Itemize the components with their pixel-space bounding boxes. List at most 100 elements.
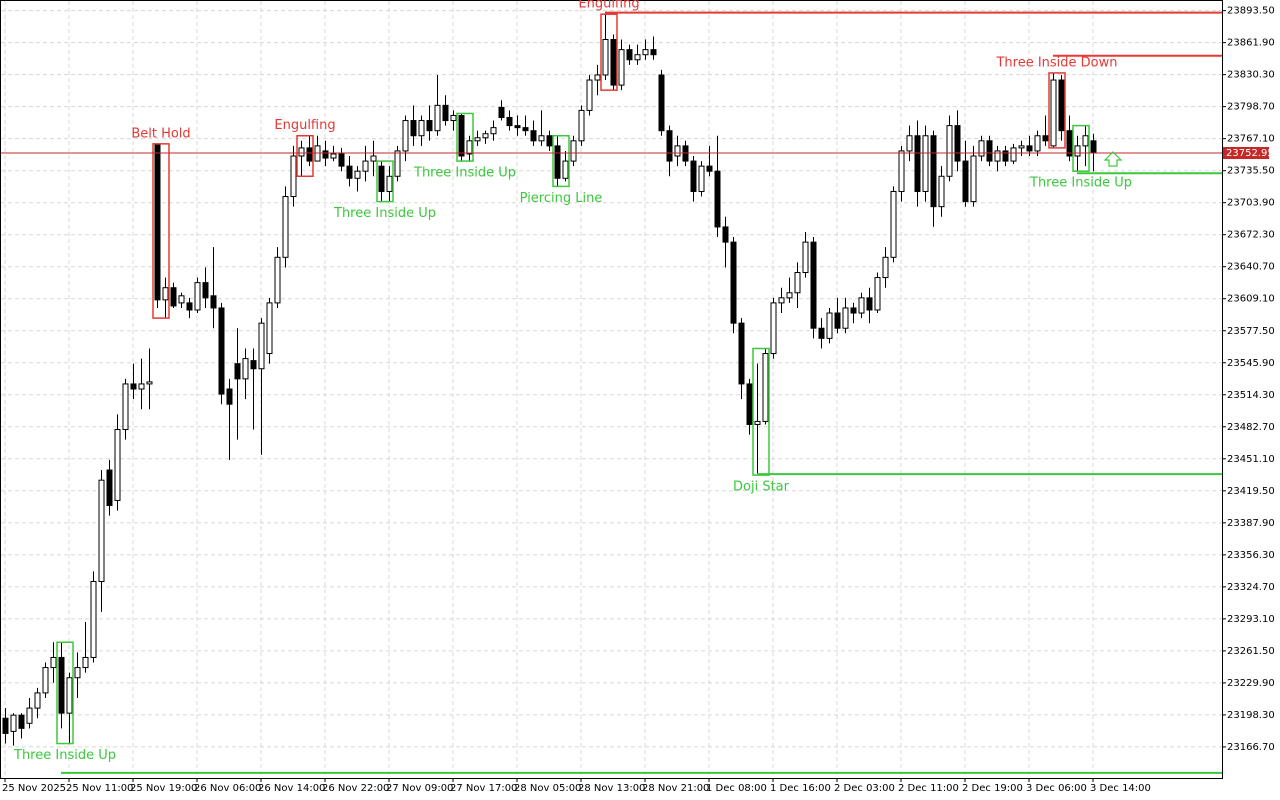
candle-body — [330, 153, 337, 159]
candle-body — [1090, 140, 1097, 154]
candle-body — [178, 295, 185, 304]
pattern-label: Three Inside Up — [1029, 176, 1132, 191]
candle-body — [650, 49, 657, 56]
candle-body — [1074, 145, 1081, 157]
candle-body — [458, 114, 465, 157]
pattern-label: Three Inside Down — [995, 55, 1117, 70]
candle-body — [618, 49, 625, 86]
x-tick-label: 28 Nov 05:00 — [514, 783, 581, 794]
x-tick-label: 2 Dec 19:00 — [962, 783, 1023, 794]
candle-body — [74, 667, 81, 679]
candle-body — [658, 74, 665, 132]
candle-body — [218, 307, 225, 395]
candle-body — [226, 388, 233, 405]
candle-body — [594, 74, 601, 81]
candle-body — [722, 226, 729, 243]
candle-body — [546, 135, 553, 147]
candle-body — [346, 165, 353, 179]
candle-body — [842, 307, 849, 329]
pattern-label: Piercing Line — [520, 191, 603, 206]
candle-body — [538, 135, 545, 142]
candle-body — [146, 381, 153, 385]
x-tick-label: 28 Nov 21:00 — [642, 783, 709, 794]
pattern-box — [152, 143, 170, 319]
candle-body — [802, 241, 809, 274]
x-tick-label: 28 Nov 13:00 — [578, 783, 645, 794]
candle-body — [2, 717, 9, 734]
candle-body — [706, 165, 713, 172]
x-tick-label: 27 Nov 09:00 — [386, 783, 453, 794]
candle-body — [730, 241, 737, 324]
candle-body — [298, 147, 305, 157]
candle-body — [66, 677, 73, 714]
candle-body — [986, 140, 993, 162]
candle-body — [482, 133, 489, 139]
y-tick-label: 23672.30 — [1227, 230, 1275, 241]
candle-body — [274, 256, 281, 304]
pattern-box — [376, 160, 394, 203]
y-tick-label: 23640.70 — [1227, 262, 1275, 273]
candle-body — [850, 307, 857, 314]
candle-body — [1018, 145, 1025, 149]
candle-body — [946, 125, 953, 177]
pattern-label: Three Inside Up — [333, 206, 436, 221]
y-tick-label: 23324.70 — [1227, 582, 1275, 593]
candle-body — [610, 39, 617, 86]
y-tick-label: 23356.30 — [1227, 550, 1275, 561]
candle-body — [1050, 79, 1057, 147]
y-tick-label: 23451.10 — [1227, 454, 1275, 465]
candle-body — [282, 196, 289, 258]
candle-body — [418, 120, 425, 137]
candle-body — [754, 420, 761, 425]
x-tick-label: 3 Dec 14:00 — [1090, 783, 1151, 794]
candle-body — [1082, 135, 1089, 147]
x-tick-label: 26 Nov 22:00 — [322, 783, 389, 794]
candle-body — [642, 49, 649, 56]
y-tick-label: 23229.90 — [1227, 678, 1275, 689]
candle-body — [362, 160, 369, 172]
x-tick-label: 25 Nov 19:00 — [130, 783, 197, 794]
y-tick-label: 23198.30 — [1227, 710, 1275, 721]
y-tick-label: 23609.10 — [1227, 294, 1275, 305]
candle-body — [466, 140, 473, 155]
candle-body — [978, 140, 985, 157]
y-tick-label: 23166.70 — [1227, 742, 1275, 753]
candle-body — [922, 135, 929, 192]
candle-body — [626, 49, 633, 61]
y-tick-label: 23482.70 — [1227, 422, 1275, 433]
pattern-label: Engulfing — [274, 118, 335, 133]
candle-body — [938, 175, 945, 208]
candle-body — [810, 241, 817, 329]
candle-body — [762, 353, 769, 422]
x-tick-label: 26 Nov 06:00 — [194, 783, 261, 794]
pattern-label: Doji Star — [733, 480, 790, 495]
candle-body — [322, 150, 329, 159]
candle-body — [602, 39, 609, 76]
candle-body — [866, 297, 873, 311]
candle-body — [570, 140, 577, 162]
candle-body — [490, 127, 497, 135]
buy-arrow — [1103, 151, 1123, 167]
candle-body — [58, 656, 65, 714]
last-price-label: 23752.95 — [1226, 148, 1274, 159]
y-tick-label: 23767.10 — [1227, 134, 1275, 145]
candle-body — [786, 292, 793, 299]
candle-body — [34, 692, 41, 709]
candle-body — [890, 190, 897, 258]
candle-body — [290, 155, 297, 198]
candle-body — [818, 327, 825, 339]
candle-body — [106, 469, 113, 506]
candle-body — [522, 127, 529, 132]
candle-body — [394, 150, 401, 177]
y-tick-label: 23387.90 — [1227, 518, 1275, 529]
y-tick-label: 23419.50 — [1227, 486, 1275, 497]
candle-body — [794, 272, 801, 294]
x-tick-label: 26 Nov 14:00 — [258, 783, 325, 794]
y-tick-label: 23830.30 — [1227, 70, 1275, 81]
candle-body — [994, 150, 1001, 162]
candle-body — [442, 104, 449, 122]
candle-body — [266, 302, 273, 355]
candle-body — [954, 125, 961, 162]
y-tick-label: 23577.50 — [1227, 326, 1275, 337]
